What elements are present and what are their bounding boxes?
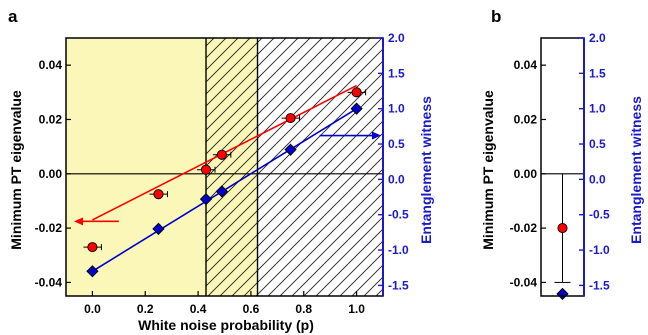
y-tick-label-4: 0.04 — [39, 58, 63, 72]
shaded-regions — [66, 38, 383, 296]
y2-tick-label-1: -1.0 — [388, 243, 409, 257]
left-axis-title: Minimum PT eigenvalue — [8, 90, 24, 250]
x-tick-label-1: 0.2 — [137, 302, 154, 316]
point-0-0 — [557, 223, 568, 234]
x-axis-title: White noise probability (p) — [138, 317, 314, 333]
y2-tick-label-2: -0.5 — [388, 208, 409, 222]
y2-tick-label-6: 1.5 — [589, 66, 606, 80]
region-hatch-2 — [257, 38, 383, 296]
point-0-3 — [216, 149, 227, 160]
x-tick-label-4: 0.8 — [295, 302, 312, 316]
point-0-0 — [87, 242, 98, 253]
x-axis-ticks: 0.0 0.2 0.4 0.6 0.8 1.0 — [84, 291, 365, 316]
point-1-0 — [86, 265, 99, 278]
x-tick-label-0: 0.0 — [84, 302, 101, 316]
y2-tick-label-5: 1.0 — [589, 102, 606, 116]
y2-tick-label-7: 2.0 — [388, 31, 405, 45]
region-0 — [66, 38, 207, 296]
x-tick-label-2: 0.4 — [190, 302, 207, 316]
left-axis-ticks: -0.04 -0.02 0.00 0.02 0.04 — [510, 58, 546, 289]
axis-arrows — [74, 131, 381, 226]
y2-tick-label-6: 1.5 — [388, 66, 405, 80]
x-tick-label-3: 0.6 — [243, 302, 260, 316]
arrow-head-1 — [372, 131, 381, 140]
panel-b-letter: b — [491, 7, 501, 26]
point-1-3 — [215, 185, 228, 198]
y-tick-label-2: 0.00 — [514, 167, 538, 181]
right-axis-ticks: -1.5 -1.0 -0.5 0.0 0.5 1.0 1.5 2.0 — [579, 31, 610, 292]
y2-tick-label-2: -0.5 — [589, 208, 610, 222]
right-axis-title: Entanglement witness — [418, 96, 434, 244]
y-tick-label-0: -0.04 — [510, 275, 538, 289]
y2-tick-label-1: -1.0 — [589, 243, 610, 257]
point-0-1 — [153, 189, 164, 200]
y-tick-label-4: 0.04 — [514, 58, 538, 72]
y-tick-label-2: 0.00 — [39, 167, 63, 181]
right-axis-ticks: -1.5 -1.0 -0.5 0.0 0.5 1.0 1.5 2.0 — [378, 31, 409, 292]
y2-tick-label-3: 0.0 — [589, 172, 606, 186]
point-0-2 — [200, 164, 212, 175]
point-1-4 — [284, 143, 297, 156]
y2-tick-label-0: -1.5 — [589, 278, 610, 292]
left-axis-title: Minimum PT eigenvalue — [480, 90, 496, 250]
y-tick-label-1: -0.02 — [510, 221, 538, 235]
y2-tick-label-7: 2.0 — [589, 31, 606, 45]
point-0-4 — [285, 113, 296, 124]
x-tick-label-5: 1.0 — [348, 302, 365, 316]
y-tick-label-3: 0.02 — [39, 112, 63, 126]
left-axis-ticks: -0.04 -0.02 0.00 0.02 0.04 — [35, 58, 71, 289]
y2-tick-label-4: 0.5 — [589, 137, 606, 151]
data-points — [83, 87, 367, 278]
y-tick-label-1: -0.02 — [35, 221, 63, 235]
y2-tick-label-5: 1.0 — [388, 102, 405, 116]
point-0-5 — [351, 87, 362, 98]
point-1-0 — [556, 287, 569, 301]
y2-tick-label-4: 0.5 — [388, 137, 405, 151]
panel-a-letter: a — [8, 7, 18, 26]
y-tick-label-0: -0.04 — [35, 275, 63, 289]
region-hatch-1 — [206, 38, 258, 296]
point-1-1 — [152, 222, 165, 235]
data-points — [554, 173, 571, 301]
point-1-2 — [199, 193, 213, 206]
y-tick-label-3: 0.02 — [514, 112, 538, 126]
y2-tick-label-3: 0.0 — [388, 172, 405, 186]
panel-b: b -0.04 -0.02 0.00 0.02 0.04 -1.5 -1.0 -0.5 0.0… — [480, 7, 644, 301]
panel-a: a 0.0 0.2 0.4 0.6 0.8 1.0 -0.04 -0.02 0.00 0.02 0… — [8, 7, 434, 333]
right-axis-title: Entanglement witness — [628, 96, 644, 244]
y2-tick-label-0: -1.5 — [388, 278, 409, 292]
arrow-head-0 — [74, 217, 83, 226]
point-1-5 — [350, 102, 363, 115]
